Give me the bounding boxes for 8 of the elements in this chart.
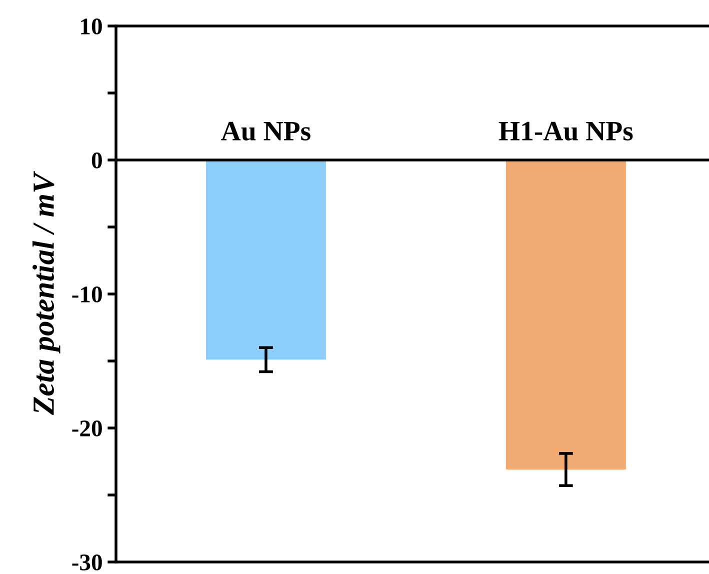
- x-tick-label: H1-Au NPs: [498, 122, 633, 141]
- y-tick-label: 0: [92, 152, 102, 168]
- y-tick-label: -10: [72, 286, 102, 302]
- y-axis-title: Zeta potential / mV: [32, 170, 60, 416]
- y-tick-label: 10: [81, 18, 102, 34]
- y-tick-label: -20: [72, 420, 102, 436]
- y-tick-label: -30: [72, 554, 102, 570]
- x-tick-label: Au NPs: [221, 122, 310, 141]
